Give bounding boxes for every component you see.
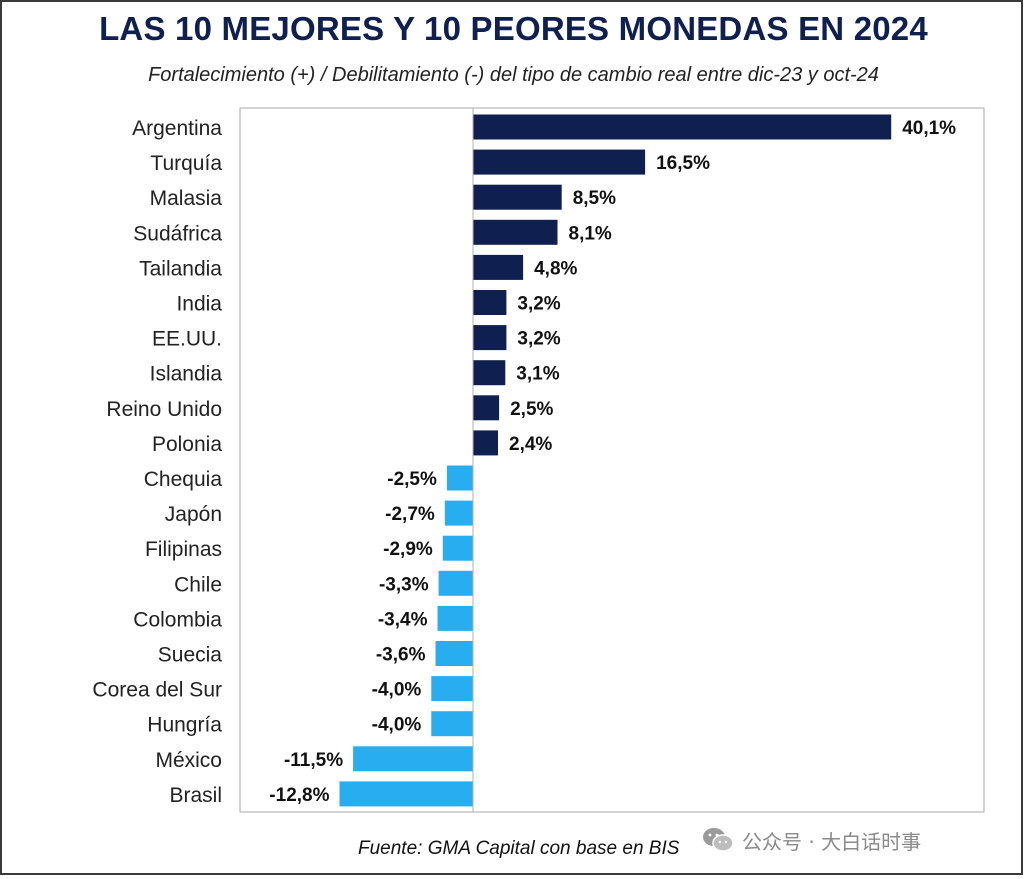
category-label: Hungría xyxy=(147,714,222,737)
category-label: Chile xyxy=(174,573,222,596)
bar-19 xyxy=(339,781,473,807)
wechat-icon xyxy=(703,828,734,852)
bar-1 xyxy=(473,149,646,175)
value-label: 3,1% xyxy=(516,364,559,385)
bar-15 xyxy=(435,641,473,666)
bar-16 xyxy=(431,676,473,702)
category-label: Polonia xyxy=(152,433,222,456)
category-label: Suecia xyxy=(158,644,223,667)
bar-7 xyxy=(473,360,506,386)
chart-subtitle: Fortalecimiento (+) / Debilitamiento (-)… xyxy=(148,64,879,86)
value-label: -11,5% xyxy=(284,750,343,771)
bar-3 xyxy=(473,219,558,245)
category-label: EE.UU. xyxy=(152,328,222,351)
watermark: 公众号 · 大白话时事 xyxy=(702,822,921,858)
category-label: Sudáfrica xyxy=(133,222,222,245)
bar-12 xyxy=(442,535,473,561)
value-label: 8,1% xyxy=(569,223,612,244)
bar-4 xyxy=(473,254,524,280)
value-label: -2,5% xyxy=(387,469,437,490)
value-label: 16,5% xyxy=(656,153,710,174)
bar-17 xyxy=(431,711,473,737)
category-label: Malasia xyxy=(150,187,223,210)
bar-8 xyxy=(473,395,500,421)
category-label: India xyxy=(176,293,222,316)
value-label: -2,9% xyxy=(383,539,433,560)
value-label: -4,0% xyxy=(372,680,422,701)
value-label: -2,7% xyxy=(385,504,435,525)
value-label: 2,4% xyxy=(509,434,552,455)
value-label: -3,6% xyxy=(376,645,426,666)
category-label: Reino Unido xyxy=(106,398,222,421)
value-label: 40,1% xyxy=(902,118,956,139)
value-label: 3,2% xyxy=(517,329,560,350)
source-note: Fuente: GMA Capital con base en BIS xyxy=(358,838,680,859)
category-label: Argentina xyxy=(132,117,222,140)
category-label: Chequia xyxy=(144,468,223,491)
category-label: Brasil xyxy=(169,784,222,807)
category-label: México xyxy=(155,749,222,772)
plot-border xyxy=(239,107,985,813)
watermark-text: 公众号 · 大白话时事 xyxy=(742,829,922,854)
value-label: -12,8% xyxy=(269,785,329,806)
category-label: Tailandia xyxy=(139,257,222,280)
value-label: 3,2% xyxy=(517,294,560,315)
value-label: 8,5% xyxy=(573,188,616,209)
bar-5 xyxy=(473,290,507,315)
bar-13 xyxy=(438,570,473,596)
value-label: -3,3% xyxy=(379,574,429,595)
value-label: 4,8% xyxy=(534,258,577,279)
value-label: 2,5% xyxy=(510,399,553,420)
category-label: Filipinas xyxy=(145,538,222,561)
value-label: -4,0% xyxy=(372,715,422,736)
bar-9 xyxy=(473,430,498,456)
bar-14 xyxy=(437,605,473,631)
bar-11 xyxy=(444,500,473,526)
bar-18 xyxy=(353,746,473,772)
category-label: Colombia xyxy=(133,608,222,631)
chart-title: LAS 10 MEJORES Y 10 PEORES MONEDAS EN 20… xyxy=(99,10,928,47)
bar-2 xyxy=(473,184,562,210)
category-label: Japón xyxy=(165,503,222,526)
category-label: Turquía xyxy=(150,152,222,175)
value-label: -3,4% xyxy=(378,609,428,630)
category-label: Corea del Sur xyxy=(92,679,222,702)
bar-6 xyxy=(473,325,507,351)
bar-0 xyxy=(473,114,892,140)
category-label: Islandia xyxy=(150,363,223,386)
bar-10 xyxy=(446,465,473,491)
